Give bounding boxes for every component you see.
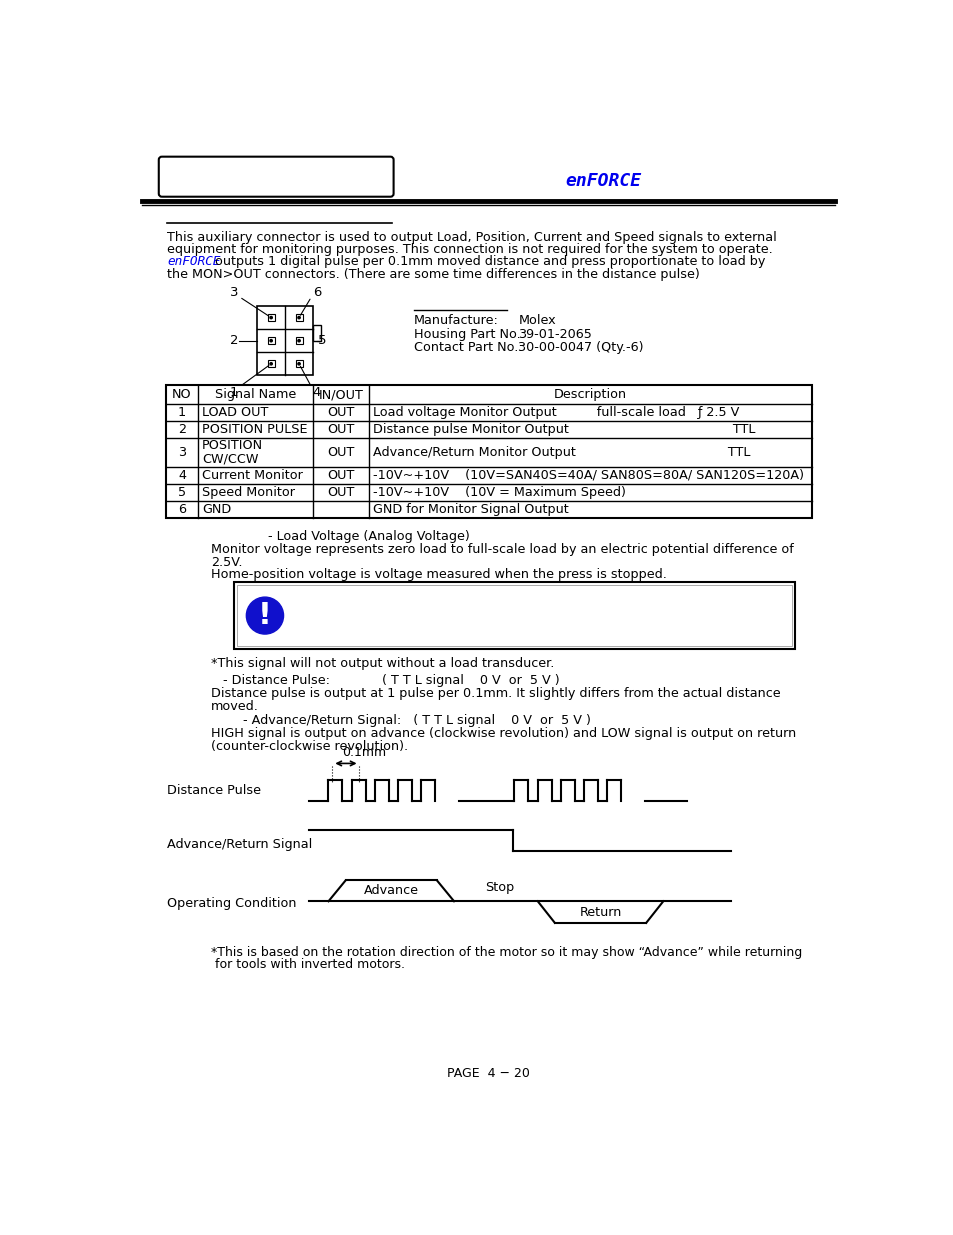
Text: Distance pulse is output at 1 pulse per 0.1mm. It slightly differs from the actu: Distance pulse is output at 1 pulse per …	[211, 687, 780, 700]
Text: *This signal will not output without a load transducer.: *This signal will not output without a l…	[211, 657, 554, 671]
Text: Advance: Advance	[363, 884, 418, 898]
Text: HIGH signal is output on advance (clockwise revolution) and LOW signal is output: HIGH signal is output on advance (clockw…	[211, 727, 795, 740]
Text: for tools with inverted motors.: for tools with inverted motors.	[211, 958, 404, 971]
Text: 39-01-2065: 39-01-2065	[517, 327, 592, 341]
Text: !: !	[257, 601, 272, 630]
Text: 2: 2	[230, 335, 238, 347]
Text: Molex: Molex	[517, 314, 556, 327]
Text: OUT: OUT	[327, 406, 355, 419]
FancyBboxPatch shape	[158, 157, 394, 196]
Text: enFORCE: enFORCE	[167, 256, 220, 268]
Text: 4: 4	[313, 385, 321, 399]
Text: Speed Monitor: Speed Monitor	[202, 485, 294, 499]
Text: Stop: Stop	[484, 881, 514, 893]
Circle shape	[297, 340, 300, 342]
Bar	[295, 314, 302, 321]
Text: Operating Condition: Operating Condition	[167, 897, 296, 910]
Text: OUT: OUT	[327, 469, 355, 482]
Circle shape	[270, 340, 272, 342]
Text: 6: 6	[313, 285, 321, 299]
Text: Housing Part No.:: Housing Part No.:	[414, 327, 524, 341]
Text: POSITION: POSITION	[202, 438, 263, 452]
Text: Advance/Return Monitor Output                                      TTL: Advance/Return Monitor Output TTL	[373, 446, 750, 459]
Circle shape	[246, 597, 283, 634]
Text: Contact Part No.:: Contact Part No.:	[414, 341, 522, 354]
Text: GND for Monitor Signal Output: GND for Monitor Signal Output	[373, 503, 569, 516]
Text: LOAD OUT: LOAD OUT	[202, 406, 268, 419]
Text: - Advance/Return Signal:   ( T T L signal    0 V  or  5 V ): - Advance/Return Signal: ( T T L signal …	[167, 714, 591, 727]
Text: Manufacture:: Manufacture:	[414, 314, 498, 327]
Bar	[233, 582, 794, 650]
Text: Return: Return	[578, 905, 621, 919]
Circle shape	[270, 363, 272, 366]
Text: 0.1mm: 0.1mm	[342, 746, 386, 758]
Text: 3: 3	[230, 285, 238, 299]
Bar	[295, 337, 302, 345]
Text: OUT: OUT	[327, 422, 355, 436]
Bar	[268, 337, 274, 345]
Bar	[268, 361, 274, 367]
Bar	[295, 361, 302, 367]
Bar	[268, 314, 274, 321]
Text: 3: 3	[178, 446, 186, 459]
Text: Monitor voltage represents zero load to full-scale load by an electric potential: Monitor voltage represents zero load to …	[211, 543, 793, 556]
Text: (counter-clockwise revolution).: (counter-clockwise revolution).	[211, 740, 407, 752]
Text: Advance/Return Signal: Advance/Return Signal	[167, 839, 313, 851]
Text: 1: 1	[178, 406, 186, 419]
Text: 30-00-0047 (Qty.-6): 30-00-0047 (Qty.-6)	[517, 341, 643, 354]
Text: POSITION PULSE: POSITION PULSE	[202, 422, 308, 436]
Text: enFORCE: enFORCE	[564, 173, 640, 190]
Circle shape	[297, 363, 300, 366]
Text: *This is based on the rotation direction of the motor so it may show “Advance” w: *This is based on the rotation direction…	[211, 946, 801, 958]
Text: Distance pulse Monitor Output                                         TTL: Distance pulse Monitor Output TTL	[373, 422, 755, 436]
Text: PAGE  4 − 20: PAGE 4 − 20	[447, 1067, 530, 1079]
Text: 4: 4	[178, 469, 186, 482]
Text: the MON>OUT connectors. (There are some time differences in the distance pulse): the MON>OUT connectors. (There are some …	[167, 268, 700, 280]
Text: 5: 5	[317, 335, 326, 347]
Text: Home-position voltage is voltage measured when the press is stopped.: Home-position voltage is voltage measure…	[211, 568, 666, 580]
Text: equipment for monitoring purposes. This connection is not required for the syste: equipment for monitoring purposes. This …	[167, 243, 772, 256]
Text: Description: Description	[554, 388, 626, 401]
Text: -10V~+10V    (10V = Maximum Speed): -10V~+10V (10V = Maximum Speed)	[373, 485, 626, 499]
Text: 5: 5	[178, 485, 186, 499]
Circle shape	[270, 316, 272, 319]
Text: CW/CCW: CW/CCW	[202, 453, 258, 466]
Bar	[313, 325, 320, 341]
Text: IN/OUT: IN/OUT	[318, 388, 363, 401]
Text: -10V~+10V    (10V=SAN40S=40A/ SAN80S=80A/ SAN120S=120A): -10V~+10V (10V=SAN40S=40A/ SAN80S=80A/ S…	[373, 469, 803, 482]
Text: 6: 6	[178, 503, 186, 516]
Text: 2: 2	[178, 422, 186, 436]
Text: Signal Name: Signal Name	[214, 388, 296, 401]
Text: moved.: moved.	[211, 699, 258, 713]
Text: NO: NO	[172, 388, 192, 401]
Text: outputs 1 digital pulse per 0.1mm moved distance and press proportionate to load: outputs 1 digital pulse per 0.1mm moved …	[211, 256, 764, 268]
Text: GND: GND	[202, 503, 232, 516]
Text: OUT: OUT	[327, 485, 355, 499]
Text: - Distance Pulse:             ( T T L signal    0 V  or  5 V ): - Distance Pulse: ( T T L signal 0 V or …	[167, 674, 559, 687]
Text: Distance Pulse: Distance Pulse	[167, 784, 261, 798]
Text: - Load Voltage (Analog Voltage): - Load Voltage (Analog Voltage)	[268, 530, 469, 543]
Text: This auxiliary connector is used to output Load, Position, Current and Speed sig: This auxiliary connector is used to outp…	[167, 231, 777, 243]
Text: 2.5V.: 2.5V.	[211, 556, 242, 568]
Text: OUT: OUT	[327, 446, 355, 459]
Circle shape	[297, 316, 300, 319]
Text: 1: 1	[230, 385, 238, 399]
Bar	[236, 585, 791, 646]
Text: Load voltage Monitor Output          full-scale load   ƒ 2.5 V: Load voltage Monitor Output full-scale l…	[373, 406, 739, 419]
Bar	[166, 385, 811, 517]
Text: Current Monitor: Current Monitor	[202, 469, 303, 482]
Bar	[257, 306, 313, 375]
